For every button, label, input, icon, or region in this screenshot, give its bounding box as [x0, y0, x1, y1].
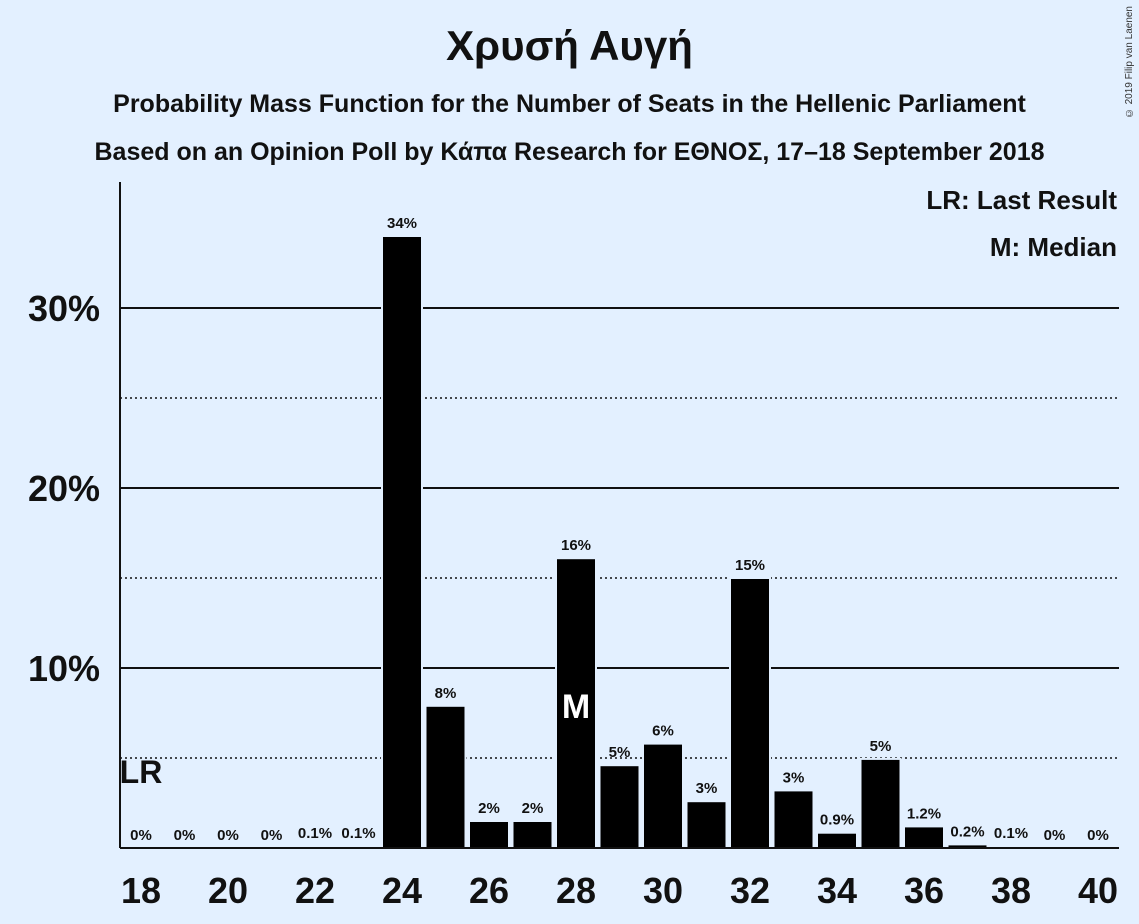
data-label: 1.2%	[907, 805, 941, 822]
bar-seat-32	[729, 577, 771, 849]
data-label: 0.2%	[950, 823, 984, 840]
chart-subtitle-1: Probability Mass Function for the Number…	[113, 90, 1026, 118]
bar-seat-25	[424, 704, 467, 849]
data-label: 0.1%	[298, 825, 332, 842]
legend-last-result: LR: Last Result	[926, 185, 1117, 215]
x-tick-label: 30	[643, 870, 683, 911]
bar-seat-26	[468, 820, 510, 849]
data-label: 0%	[1087, 827, 1109, 844]
data-label: 0%	[217, 827, 239, 844]
bar-seat-33	[772, 789, 815, 850]
x-tick-label: 20	[208, 870, 248, 911]
data-label: 16%	[561, 537, 591, 554]
x-tick-label: 26	[469, 870, 509, 911]
legend-median: M: Median	[989, 232, 1117, 262]
y-tick-label: 10%	[28, 648, 100, 689]
data-label: 0%	[130, 827, 152, 844]
bar-seat-29	[598, 764, 641, 850]
chart-subtitle-2: Based on an Opinion Poll by Κάπα Researc…	[94, 138, 1045, 166]
y-tick-label: 20%	[28, 468, 100, 509]
bar-seat-36	[903, 825, 945, 850]
bar-seat-27	[511, 820, 554, 849]
x-tick-label: 18	[121, 870, 161, 911]
data-label: 5%	[870, 738, 892, 755]
data-label: 34%	[387, 215, 417, 232]
data-label: 0%	[1044, 827, 1066, 844]
data-label: 0.9%	[820, 812, 854, 829]
data-label: 0.1%	[994, 825, 1028, 842]
data-label: 5%	[609, 744, 631, 761]
data-label: 0.1%	[341, 825, 375, 842]
x-tick-label: 24	[382, 870, 422, 911]
bar-seat-30	[642, 742, 684, 849]
data-label: 15%	[735, 557, 765, 574]
data-label: 3%	[696, 780, 718, 797]
bar-seat-31	[685, 800, 728, 850]
data-label: 2%	[522, 800, 544, 817]
x-tick-label: 36	[904, 870, 944, 911]
data-label: 8%	[435, 685, 457, 702]
x-tick-label: 32	[730, 870, 770, 911]
data-label: 0%	[174, 827, 196, 844]
x-tick-label: 34	[817, 870, 857, 911]
x-tick-label: 38	[991, 870, 1031, 911]
x-tick-label: 28	[556, 870, 596, 911]
bar-seat-35	[859, 757, 902, 850]
chart-title: Χρυσή Αυγή	[446, 22, 693, 69]
y-tick-label: 30%	[28, 288, 100, 329]
data-label: 2%	[478, 800, 500, 817]
bar-seat-24	[381, 235, 423, 849]
median-marker: M	[562, 688, 590, 726]
x-tick-label: 22	[295, 870, 335, 911]
last-result-marker: LR	[120, 754, 163, 790]
data-label: 6%	[652, 723, 674, 740]
x-tick-label: 40	[1078, 870, 1118, 911]
data-label: 0%	[261, 827, 283, 844]
data-label: 3%	[783, 769, 805, 786]
bar-seat-34	[816, 831, 858, 850]
bar-seat-28	[555, 557, 597, 849]
